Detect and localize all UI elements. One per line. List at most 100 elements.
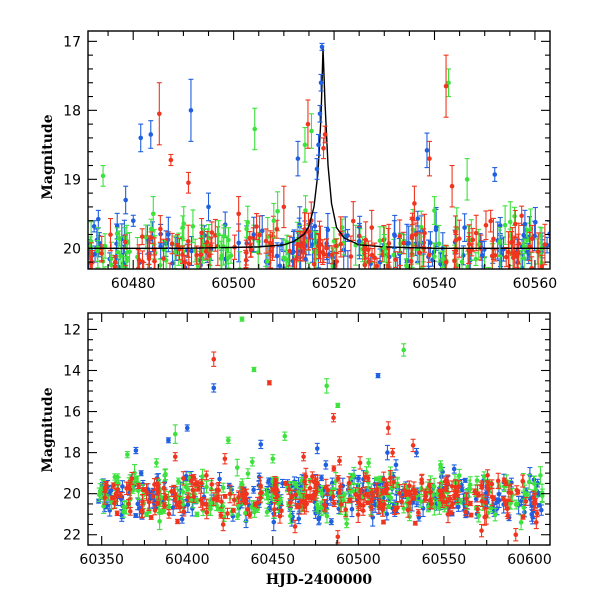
band-point-blue <box>507 285 512 290</box>
band-point-red <box>377 500 383 505</box>
band-point-red <box>407 483 412 489</box>
band-point-red <box>350 218 356 224</box>
bottom-panel-xlabel: HJD-2400000 <box>266 572 373 588</box>
band-point-red <box>139 509 144 514</box>
band-point-blue <box>303 256 308 262</box>
band-point-red <box>337 489 342 495</box>
band-point-green <box>492 512 498 517</box>
band-point-blue <box>236 240 242 246</box>
band-point-red <box>381 476 387 482</box>
band-point-red <box>211 496 217 502</box>
data-point-green <box>271 218 277 224</box>
band-point-green <box>473 256 479 262</box>
x-tick-label: 60560 <box>513 276 558 292</box>
band-point-red <box>444 499 449 505</box>
band-point-red <box>244 250 249 255</box>
band-point-blue <box>179 516 185 522</box>
band-point-red <box>287 248 293 254</box>
band-point-red <box>295 277 300 282</box>
data-point-blue <box>522 221 528 227</box>
x-tick-label: 60500 <box>211 276 256 292</box>
band-point-blue <box>377 259 383 265</box>
band-point-blue <box>114 223 120 229</box>
band-point-red <box>136 257 142 263</box>
band-point-blue <box>251 487 256 493</box>
band-point-red <box>304 501 309 507</box>
band-point-blue <box>120 484 125 489</box>
band-point-blue <box>170 260 175 266</box>
band-point-green <box>474 478 480 483</box>
band-point-red <box>492 253 498 258</box>
y-tick-label: 20 <box>63 241 81 257</box>
band-point-red <box>129 476 135 481</box>
data-point-green <box>100 173 106 179</box>
band-point-green <box>507 219 513 225</box>
band-point-red <box>110 483 116 488</box>
band-point-red <box>374 263 380 269</box>
band-point-green <box>431 484 437 489</box>
band-point-red <box>479 485 485 490</box>
band-point-green <box>101 503 106 509</box>
data-point-blue <box>492 172 498 177</box>
band-point-red <box>355 512 361 517</box>
band-point-green <box>194 512 200 517</box>
data-point-green <box>302 142 308 148</box>
band-point-green <box>524 227 530 233</box>
data-point-red <box>321 145 326 151</box>
band-point-blue <box>108 488 114 493</box>
band-point-blue <box>310 242 315 247</box>
band-point-blue <box>522 509 527 515</box>
band-point-green <box>410 227 416 233</box>
data-point-red <box>236 211 241 217</box>
band-point-red <box>519 213 524 219</box>
band-point-blue <box>316 516 322 522</box>
band-point-green <box>488 505 494 511</box>
band-point-green <box>481 283 486 288</box>
band-point-red <box>181 509 187 514</box>
data-point-blue <box>123 197 128 203</box>
band-point-green <box>136 488 141 494</box>
band-point-red <box>515 251 521 256</box>
band-point-red <box>255 500 260 505</box>
band-point-blue <box>539 507 544 513</box>
band-point-red <box>321 251 327 257</box>
data-point-blue <box>166 232 171 237</box>
panel-frame <box>87 30 551 270</box>
band-point-red <box>516 241 522 246</box>
band-point-red <box>112 260 118 265</box>
band-point-red <box>343 507 348 512</box>
band-point-green <box>440 256 445 262</box>
band-point-green <box>521 505 527 510</box>
band-point-red <box>388 475 393 481</box>
band-point-red <box>338 241 344 247</box>
band-point-green <box>303 208 308 213</box>
bottom-panel: Magnitude HJD-2400000 60350 60400 60450 605… <box>40 312 552 588</box>
band-point-red <box>307 485 313 491</box>
band-point-red <box>419 480 425 485</box>
band-point-green <box>476 513 482 519</box>
band-point-red <box>529 236 535 241</box>
data-point-red <box>157 111 162 117</box>
band-point-green <box>524 492 530 498</box>
band-point-blue <box>430 257 435 263</box>
band-point-red <box>214 487 220 493</box>
band-point-green <box>103 273 108 278</box>
band-point-red <box>331 466 337 471</box>
band-point-red <box>456 236 462 241</box>
band-point-green <box>263 270 268 275</box>
band-point-blue <box>271 519 277 525</box>
data-point-blue <box>251 232 257 237</box>
band-point-green <box>204 484 209 490</box>
band-point-green <box>235 503 241 508</box>
band-point-green <box>526 479 532 485</box>
band-point-red <box>334 259 340 264</box>
band-point-green <box>275 208 280 214</box>
band-point-red <box>335 476 341 481</box>
band-point-green <box>114 231 120 236</box>
band-point-green <box>121 509 127 514</box>
band-point-blue <box>297 275 302 280</box>
band-point-green <box>482 274 487 279</box>
band-point-red <box>122 239 128 245</box>
band-point-blue <box>379 277 384 282</box>
band-point-red <box>311 261 317 267</box>
